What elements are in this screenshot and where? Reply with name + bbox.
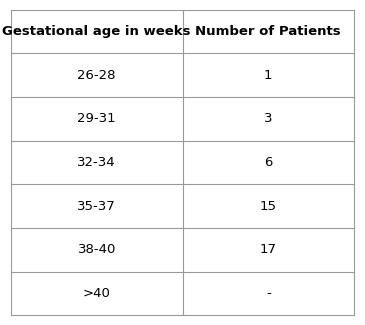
Text: 6: 6 (264, 156, 272, 169)
Text: 1: 1 (264, 69, 273, 82)
Text: 35-37: 35-37 (77, 200, 116, 213)
Text: >40: >40 (83, 287, 111, 300)
Text: 26-28: 26-28 (77, 69, 116, 82)
Text: 3: 3 (264, 112, 273, 125)
Text: Gestational age in weeks: Gestational age in weeks (3, 25, 191, 38)
Text: 32-34: 32-34 (77, 156, 116, 169)
Text: 29-31: 29-31 (77, 112, 116, 125)
Text: 38-40: 38-40 (77, 243, 116, 256)
Text: -: - (266, 287, 271, 300)
Text: 17: 17 (260, 243, 277, 256)
Text: 15: 15 (260, 200, 277, 213)
Text: Number of Patients: Number of Patients (196, 25, 341, 38)
